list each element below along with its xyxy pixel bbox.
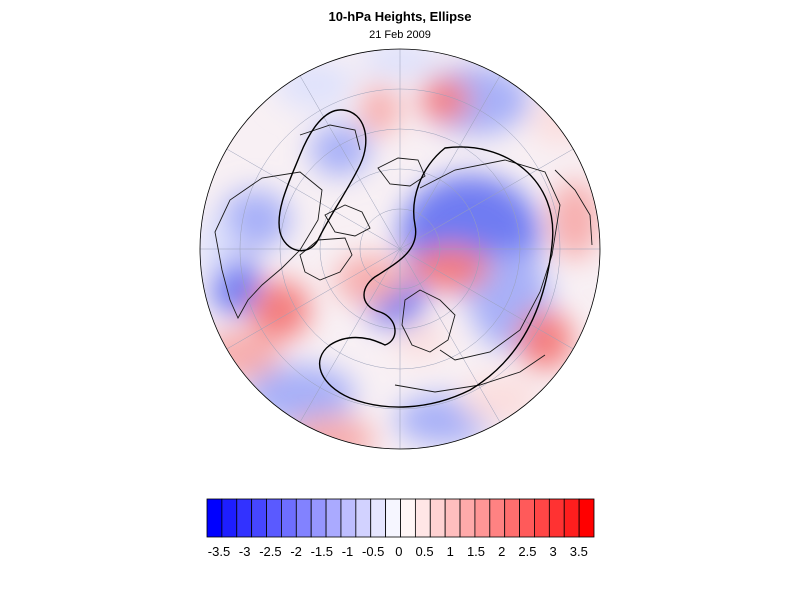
meridian-line — [299, 75, 401, 250]
colorbar-tick-label: 2.5 — [518, 544, 536, 559]
anomaly-blob — [250, 280, 310, 340]
colorbar-swatch — [444, 498, 461, 538]
meridian-line — [226, 248, 401, 350]
colorbar-swatch — [251, 498, 267, 538]
coastline-europe — [401, 289, 456, 353]
colorbar-swatch — [459, 498, 476, 538]
anomaly-blob — [360, 85, 400, 135]
colorbar-tick-label: -2.5 — [259, 544, 281, 559]
anomaly-blob — [517, 310, 573, 370]
colorbar-swatch — [504, 498, 520, 538]
colorbar-tick-label: 0.5 — [416, 544, 434, 559]
colorbar-tick-label: 3 — [549, 544, 556, 559]
anomaly-blob — [220, 190, 290, 250]
colorbar-swatch — [281, 498, 297, 538]
colorbar-tick-label: -1 — [342, 544, 354, 559]
coastline-eurasia — [419, 159, 561, 361]
colorbar-swatch — [370, 498, 387, 538]
chart-title: 10-hPa Heights, Ellipse — [328, 9, 472, 24]
colorbar-swatch — [310, 498, 327, 538]
height-anomaly-field — [200, 49, 600, 449]
coastline-arctic-islands — [324, 204, 371, 237]
coastline-north-america — [214, 171, 323, 320]
height-contours — [278, 109, 554, 408]
coastline-africa-mideast — [394, 354, 546, 393]
colorbar-swatch — [266, 498, 282, 538]
colorbar-tick-label: -3.5 — [208, 544, 230, 559]
colorbar-swatch — [429, 498, 446, 538]
anomaly-blob — [335, 255, 405, 305]
colorbar-swatch — [295, 498, 312, 538]
coastline-siberia — [377, 157, 426, 187]
colorbar-tick-label: -0.5 — [362, 544, 384, 559]
colorbar-tick-label: 1.5 — [467, 544, 485, 559]
colorbar-tick-label: -3 — [239, 544, 251, 559]
anomaly-blob — [310, 124, 370, 176]
colorbar-tick-label: -2 — [290, 544, 302, 559]
contour-western-lobe — [278, 109, 367, 252]
anomaly-blob — [200, 215, 235, 275]
anomaly-blob — [420, 78, 470, 122]
colorbar-swatch — [325, 498, 342, 538]
colorbar-swatch — [340, 498, 357, 538]
colorbar-swatch — [206, 498, 223, 538]
contour-polar-vortex — [319, 146, 554, 408]
anomaly-blob — [410, 246, 490, 290]
meridian-line — [399, 248, 501, 423]
coastline-pacific-asia — [554, 169, 593, 246]
colorbar-tick-label: 2 — [498, 544, 505, 559]
meridian-line — [299, 248, 401, 423]
colorbar-tick-label: -1.5 — [311, 544, 333, 559]
colorbar-swatch — [563, 498, 580, 538]
colorbar-swatch — [385, 498, 401, 538]
map-border — [199, 48, 601, 450]
meridian-line — [399, 148, 574, 250]
colorbar-swatch — [414, 498, 431, 538]
colorbar-swatch — [400, 498, 416, 538]
coastline-greenland — [299, 237, 353, 281]
chart-date: 21 Feb 2009 — [369, 29, 431, 41]
colorbar-swatch — [221, 498, 238, 538]
colorbar-tick-label: 1 — [447, 544, 454, 559]
colorbar-swatch — [519, 498, 535, 538]
anomaly-blob — [550, 180, 600, 260]
meridian-line — [399, 248, 574, 350]
coastline-alaska — [299, 124, 361, 151]
coastlines — [214, 124, 593, 393]
colorbar-tick-label: 3.5 — [570, 544, 588, 559]
colorbar-swatch — [548, 498, 565, 538]
colorbar-swatch — [489, 498, 506, 538]
colorbar-swatch — [236, 498, 253, 538]
colorbar-swatch — [534, 498, 550, 538]
colorbar-swatch — [355, 498, 372, 538]
graticule — [200, 49, 600, 449]
colorbar-tick-label: 0 — [395, 544, 402, 559]
colorbar-swatch — [474, 498, 491, 538]
meridian-line — [226, 148, 401, 250]
meridian-line — [399, 75, 501, 250]
colorbar-swatch — [578, 498, 595, 538]
